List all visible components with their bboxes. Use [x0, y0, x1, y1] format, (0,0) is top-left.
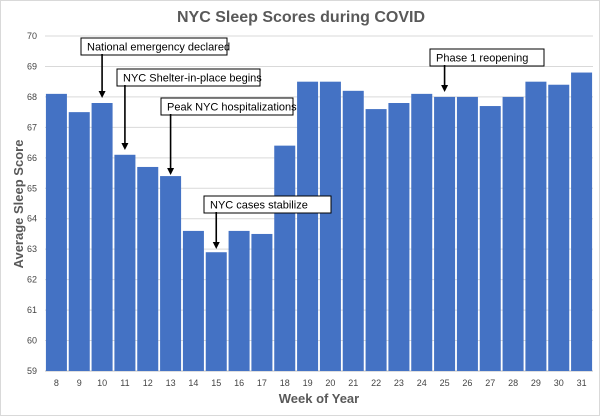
annotation-callout: Peak NYC hospitalizations	[160, 97, 297, 175]
x-tick-label: 19	[303, 378, 313, 388]
x-tick-label: 10	[97, 378, 107, 388]
annotation-callout: National emergency declared	[80, 37, 230, 98]
bar-week-22	[365, 109, 387, 371]
x-tick-label: 15	[211, 378, 221, 388]
bar-week-20	[319, 81, 341, 371]
x-tick-labels: 8 9 10 11 12 13 14 15 16 17 18 19 20 21 22 23 24 25 26 27 28…	[54, 378, 587, 388]
y-tick-label: 62	[27, 275, 37, 285]
x-tick-label: 9	[77, 378, 82, 388]
bar-week-12	[137, 166, 159, 371]
x-tick-label: 13	[166, 378, 176, 388]
bar-week-30	[548, 84, 570, 372]
annotation-callout: NYC Shelter-in-place begins	[116, 68, 262, 150]
annotation-label: National emergency declared	[87, 42, 230, 54]
annotation-box	[429, 48, 545, 67]
y-tick-label: 70	[27, 31, 37, 41]
y-tick-label: 66	[27, 153, 37, 163]
bar-week-13	[160, 176, 182, 371]
bar-week-23	[388, 103, 410, 371]
x-tick-label: 30	[554, 378, 564, 388]
annotation-box	[160, 97, 294, 116]
annotations: National emergency declared NYC Shelter-i…	[80, 37, 545, 249]
bar-week-28	[502, 96, 524, 371]
annotation-callout: NYC cases stabilize	[203, 195, 332, 249]
bar-week-17	[251, 233, 273, 371]
annotation-label: Phase 1 reopening	[436, 53, 528, 65]
annotation-arrow-head	[441, 85, 449, 92]
y-tick-label: 63	[27, 244, 37, 254]
y-tick-label: 65	[27, 183, 37, 193]
annotation-arrow-head	[121, 143, 129, 150]
bar-week-15	[205, 252, 227, 371]
y-tick-label: 61	[27, 305, 37, 315]
bar-week-16	[228, 230, 250, 371]
annotation-arrow-head	[167, 168, 175, 175]
x-tick-label: 8	[54, 378, 59, 388]
annotation-label: NYC cases stabilize	[210, 200, 308, 212]
bar-week-21	[342, 90, 364, 372]
y-tick-label: 60	[27, 336, 37, 346]
annotation-box	[80, 37, 228, 56]
x-tick-label: 31	[577, 378, 587, 388]
annotation-box	[203, 195, 332, 214]
x-tick-label: 24	[417, 378, 427, 388]
y-tick-label: 59	[27, 366, 37, 376]
annotation-callout: Phase 1 reopening	[429, 48, 545, 92]
annotation-arrow-head	[98, 91, 106, 98]
bar-week-19	[297, 81, 319, 371]
x-tick-label: 17	[257, 378, 267, 388]
bar-week-29	[525, 81, 547, 371]
bar-week-24	[411, 93, 433, 371]
x-tick-label: 21	[348, 378, 358, 388]
x-tick-label: 29	[531, 378, 541, 388]
x-tick-label: 18	[280, 378, 290, 388]
x-tick-label: 27	[485, 378, 495, 388]
x-tick-label: 11	[120, 378, 129, 388]
x-tick-label: 14	[188, 378, 198, 388]
bar-week-25	[434, 96, 456, 371]
x-tick-label: 12	[143, 378, 153, 388]
bar-week-18	[274, 145, 296, 371]
x-tick-label: 25	[440, 378, 450, 388]
bar-week-27	[479, 106, 501, 371]
x-tick-label: 28	[508, 378, 518, 388]
bar-week-8	[45, 93, 67, 371]
annotation-label: Peak NYC hospitalizations	[167, 102, 297, 114]
bar-week-10	[91, 103, 113, 371]
x-axis-label: Week of Year	[279, 391, 359, 406]
x-tick-label: 23	[394, 378, 404, 388]
chart-title: NYC Sleep Scores during COVID	[176, 9, 426, 26]
annotation-label: NYC Shelter-in-place begins	[123, 73, 262, 85]
bar-week-9	[68, 112, 90, 372]
y-tick-label: 69	[27, 61, 37, 71]
y-tick-labels: 59 60 61 62 63 64 65 66 67 68 69 70	[27, 31, 37, 376]
bar-week-31	[571, 72, 593, 371]
annotation-arrow-head	[212, 242, 220, 249]
y-tick-label: 68	[27, 92, 37, 102]
bar-week-11	[114, 154, 136, 371]
x-tick-label: 20	[325, 378, 335, 388]
x-tick-label: 22	[371, 378, 381, 388]
bar-week-26	[456, 96, 478, 371]
x-tick-label: 26	[462, 378, 472, 388]
y-tick-label: 67	[27, 122, 37, 132]
y-tick-label: 64	[27, 214, 37, 224]
annotation-box	[116, 68, 261, 87]
y-axis-label: Average Sleep Score	[11, 140, 26, 269]
x-tick-label: 16	[234, 378, 244, 388]
bar-week-14	[182, 230, 204, 371]
bars	[45, 72, 593, 372]
